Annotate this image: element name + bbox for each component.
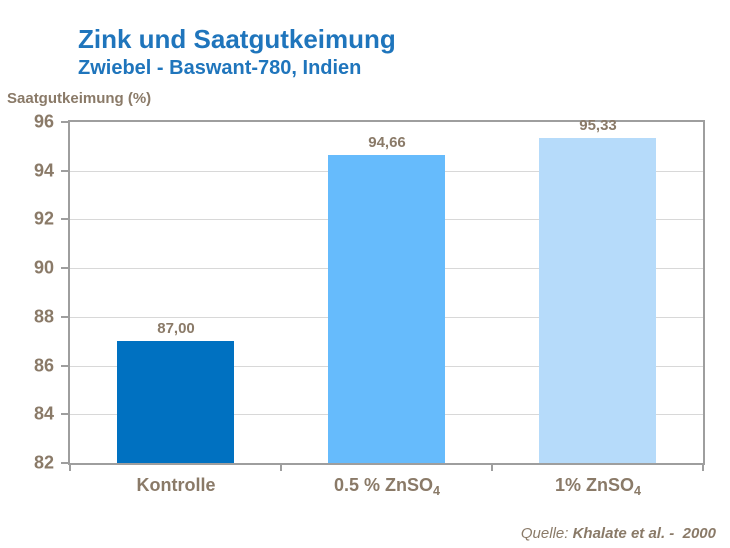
- x-axis-boundary-tick: [280, 465, 282, 471]
- chart-header: Zink und Saatgutkeimung Zwiebel - Baswan…: [78, 24, 396, 80]
- bar-value-label: 87,00: [157, 320, 195, 337]
- bar-value-label: 94,66: [368, 134, 406, 151]
- y-tick-mark: [61, 315, 68, 318]
- y-tick-mark: [61, 218, 68, 221]
- x-category-label: Kontrolle: [136, 475, 216, 495]
- x-axis-boundary-tick: [702, 465, 704, 471]
- x-axis-boundary-tick: [69, 465, 71, 471]
- plot-area: 87,00 94,66 95,33: [68, 117, 705, 465]
- y-tick-label: 84: [33, 403, 54, 424]
- y-tick-mark: [61, 413, 68, 416]
- y-tick-label: 88: [33, 306, 54, 327]
- bar-0.5 % ZnSO: [328, 155, 445, 463]
- bar-1% ZnSO: [539, 138, 656, 463]
- source-citation: Quelle: Khalate et al. - 2000: [504, 508, 716, 548]
- y-tick-label: 96: [33, 111, 54, 132]
- x-category-label: 0.5 % ZnSO4: [333, 475, 441, 498]
- bar-value-label: 95,33: [579, 117, 617, 134]
- y-tick-mark: [61, 121, 68, 123]
- y-tick-mark: [61, 169, 68, 172]
- y-tick-mark: [61, 267, 68, 270]
- y-tick-label: 90: [33, 257, 54, 278]
- chart-subtitle: Zwiebel - Baswant-780, Indien: [78, 57, 362, 79]
- chart-title: Zink und Saatgutkeimung: [78, 24, 396, 54]
- y-tick-mark: [61, 364, 68, 367]
- y-tick-label: 82: [33, 452, 54, 473]
- bar-Kontrolle: [117, 341, 234, 463]
- source-text: Khalate et al. - 2000: [572, 525, 716, 542]
- y-tick-mark: [61, 462, 68, 464]
- source-prefix: Quelle:: [520, 525, 573, 542]
- y-tick-label: 92: [33, 208, 54, 229]
- y-tick-label: 94: [33, 160, 54, 181]
- x-axis-boundary-tick: [491, 465, 493, 471]
- y-axis-label: Saatgutkeimung (%): [7, 90, 152, 107]
- y-tick-label: 86: [33, 355, 54, 376]
- x-category-label: 1% ZnSO4: [554, 475, 642, 498]
